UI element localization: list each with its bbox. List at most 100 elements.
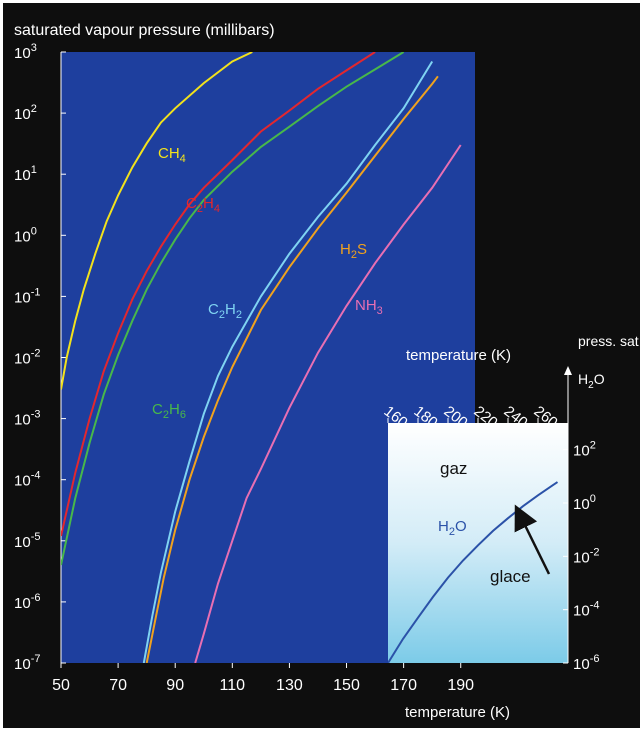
inset-y-tick-exp: 0 [590,493,596,505]
label-h2s-h: H [340,241,351,258]
main-y-tick-exp: 1 [31,164,37,176]
main-y-tick-label: 10-4 [14,470,40,490]
label-c2h6-sub1: 2 [163,409,169,421]
series-line-c2h2 [142,60,434,663]
inset-y-title: press. sat. vap. [578,333,643,349]
inset-species-sub: 2 [588,380,594,391]
label-c2h2-sub2: 2 [236,309,242,321]
main-y-tick-label: 10-5 [14,531,40,551]
main-y-tick-exp: 2 [31,103,37,115]
main-y-tick-exp: -3 [31,409,41,421]
label-c2h4-c: C [186,195,197,212]
main-y-tick-base: 10 [14,351,31,368]
main-x-tick-label: 150 [333,677,360,694]
main-y-tick-base: 10 [14,106,31,123]
inset-y-tick-base: 10 [573,656,590,673]
inset-y-tick-exp: -4 [590,600,600,612]
inset-curves [388,481,559,663]
main-y-tick-exp: -1 [31,286,41,298]
inset-species-o: O [594,371,605,387]
label-c2h6-h: H [169,401,180,418]
main-y-tick-base: 10 [14,656,31,673]
main-x-tick-label: 50 [52,677,70,694]
label-nh3-main: NH [355,297,377,314]
inset-h2o-h: H [438,518,449,535]
inset-y-tick-exp: 2 [590,440,596,452]
main-y-tick-base: 10 [14,289,31,306]
series-line-c2h6 [61,52,405,566]
main-y-tick-exp: -2 [31,348,41,360]
main-y-tick-label: 10-6 [14,592,40,612]
main-y-tick-base: 10 [14,473,31,490]
main-y-tick-base: 10 [14,534,31,551]
inset-species-h: H [578,371,588,387]
inset-y-tick-base: 10 [573,549,590,566]
label-c2h6: C2H6 [152,401,186,421]
series-line-nh3 [194,144,462,663]
main-curves [61,52,462,663]
inset-y-tick-label: 10-4 [573,600,599,620]
label-ch4-sub: 4 [180,153,186,165]
main-y-tick-exp: -5 [31,531,41,543]
label-nh3-sub: 3 [377,305,383,317]
main-y-tick-base: 10 [14,167,31,184]
main-y-tick-label: 10-3 [14,409,40,429]
inset-h2o-label: H2O [438,518,467,538]
label-nh3: NH3 [355,297,383,317]
main-y-tick-exp: 0 [31,225,37,237]
inset-y-tick-label: 10-2 [573,546,599,566]
inset-h2o-sub: 2 [449,526,455,538]
label-c2h2-c: C [208,301,219,318]
inset-y-tick-label: 102 [573,440,596,460]
inset-y-tick-base: 10 [573,443,590,460]
series-line-h2s [145,75,439,663]
main-chart-title: saturated vapour pressure (millibars) [14,22,275,39]
inset-y-title-species: H2O [578,371,605,391]
inset-y-tick-base: 10 [573,603,590,620]
inset-y-tick-exp: -6 [590,653,600,665]
main-y-tick-label: 10-7 [14,653,40,673]
inset-y-tick-label: 10-6 [573,653,599,673]
main-y-tick-base: 10 [14,412,31,429]
label-c2h6-c: C [152,401,163,418]
main-y-tick-exp: 3 [31,42,37,54]
inset-series-line-h2o [388,481,559,663]
label-c2h4-sub2: 4 [214,203,220,215]
main-x-tick-label: 110 [220,677,246,694]
label-c2h2-h: H [225,301,236,318]
inset-y-tick-base: 10 [573,496,590,513]
label-c2h4-h: H [203,195,214,212]
main-x-tick-group: 50 70 90 110 130 150 170 190 [52,663,474,694]
label-h2s-s: S [357,241,367,258]
main-y-tick-base: 10 [14,228,31,245]
label-c2h6-sub2: 6 [180,409,186,421]
main-y-tick-base: 10 [14,45,31,62]
glace-pointer-arrow [514,504,551,575]
main-y-tick-exp: -7 [31,653,41,665]
main-y-tick-exp: -6 [31,592,41,604]
main-y-tick-label: 100 [14,225,37,245]
main-y-tick-exp: -4 [31,470,41,482]
inset-y-tick-label: 100 [573,493,596,513]
main-x-tick-label: 90 [166,677,184,694]
main-x-tick-label: 70 [109,677,127,694]
main-y-tick-label: 102 [14,103,37,123]
region-glace-label: glace [490,567,531,586]
main-x-tick-label: 130 [276,677,303,694]
label-h2s: H2S [340,241,367,261]
main-x-axis-label: temperature (K) [405,704,510,721]
label-c2h4-sub1: 2 [197,203,203,215]
main-x-tick-label: 190 [447,677,474,694]
inset-y-axis-arrow-icon [564,366,572,375]
series-line-c2h4 [61,52,376,537]
main-y-tick-label: 10-1 [14,286,40,306]
series-line-ch4 [61,52,253,390]
main-y-tick-label: 103 [14,42,37,62]
label-ch4: CH4 [158,145,186,165]
region-gaz-label: gaz [440,459,467,478]
inset-y-tick-exp: -2 [590,546,600,558]
label-c2h4: C2H4 [186,195,220,215]
